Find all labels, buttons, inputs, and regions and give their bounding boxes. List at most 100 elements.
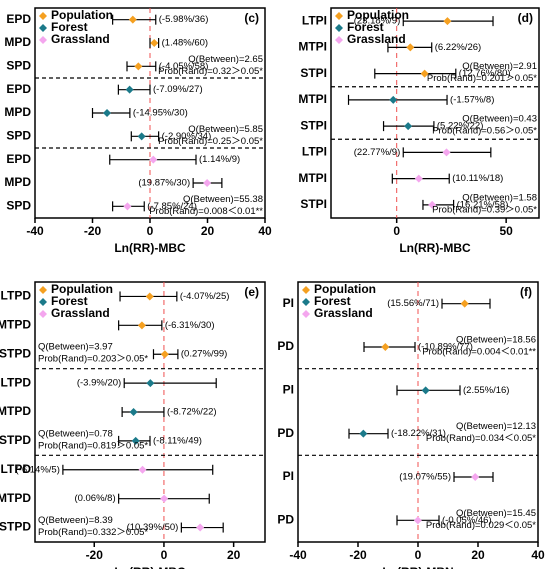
- value-label: (-7.85%/24): [147, 201, 197, 212]
- x-tick-label: 20: [201, 224, 215, 238]
- value-label: (-1.57%/8): [450, 94, 494, 105]
- point-estimate: [129, 408, 138, 416]
- q-between: Q(Between)=1.58: [462, 192, 537, 203]
- point-estimate: [131, 436, 140, 445]
- legend-label: Forest: [51, 20, 88, 34]
- category-label: PD: [277, 339, 294, 353]
- legend-label: Grassland: [314, 306, 373, 320]
- point-estimate: [149, 155, 158, 164]
- point-estimate: [406, 43, 415, 52]
- legend-marker: [302, 286, 310, 294]
- q-between: Q(Between)=2.91: [462, 61, 537, 72]
- value-label: (10.11%/18): [452, 173, 503, 184]
- point-estimate: [460, 299, 469, 308]
- plot-frame: [34, 281, 266, 543]
- category-label: STPD: [0, 346, 31, 360]
- panel-label: (c): [244, 11, 259, 25]
- x-tick-label: 20: [471, 548, 485, 562]
- point-estimate: [103, 109, 112, 117]
- value-label: (2.55%/16): [463, 385, 509, 396]
- q-between: Q(Between)=5.85: [188, 124, 263, 135]
- value-label: (19.87%/30): [138, 178, 190, 189]
- point-estimate: [128, 15, 137, 24]
- category-label: MPD: [4, 105, 31, 119]
- q-between: Q(Between)=15.45: [456, 508, 536, 519]
- point-estimate: [203, 179, 212, 187]
- legend-label: Population: [314, 282, 376, 296]
- point-estimate: [160, 350, 169, 359]
- legend-marker: [39, 310, 47, 318]
- point-estimate: [137, 321, 146, 330]
- category-label: LTPI: [302, 145, 327, 159]
- value-label: (-8.72%/22): [167, 407, 217, 418]
- category-label: STPI: [300, 197, 327, 211]
- x-tick-label: 40: [531, 548, 545, 562]
- x-tick-label: 0: [415, 548, 422, 562]
- prob-rand: Prob(Rand)=0.029＜0.05*: [426, 520, 536, 531]
- value-label: (-7.09%/27): [153, 84, 203, 95]
- value-label: (-18.22%/31): [391, 428, 446, 439]
- x-axis-label: Ln(RR)-MBN: [382, 565, 453, 569]
- category-label: SPD: [6, 59, 31, 73]
- x-tick-label: -40: [26, 224, 44, 238]
- point-estimate: [125, 85, 134, 94]
- point-estimate: [145, 292, 154, 301]
- legend-marker: [302, 298, 310, 306]
- prob-rand: Prob(Rand)=0.32＞0.05*: [158, 66, 263, 77]
- category-label: MTPD: [0, 404, 31, 418]
- point-estimate: [134, 62, 143, 71]
- q-between: Q(Between)=0.43: [462, 114, 537, 125]
- value-label: (0.27%/99): [181, 349, 227, 360]
- category-label: PI: [283, 383, 294, 397]
- value-label: (15.56%/71): [387, 298, 439, 309]
- value-label: (-3.9%/20): [77, 378, 121, 389]
- point-estimate: [160, 494, 169, 503]
- point-estimate: [196, 523, 205, 532]
- category-label: EPD: [6, 12, 31, 26]
- value-label: (-0.05%/46): [442, 515, 492, 526]
- value-label: (-5.98%/36): [159, 14, 209, 25]
- prob-rand: Prob(Rand)=0.004＜0.01**: [422, 347, 536, 358]
- point-estimate: [421, 386, 430, 395]
- legend-marker: [335, 12, 343, 20]
- category-label: LTPI: [302, 13, 327, 27]
- value-label: (-14.95%/30): [133, 108, 188, 119]
- legend-label: Population: [51, 282, 113, 296]
- point-estimate: [146, 379, 155, 388]
- legend-marker: [39, 286, 47, 294]
- legend-label: Grassland: [51, 306, 110, 320]
- value-label: (-8.11%/49): [153, 435, 202, 446]
- point-estimate: [443, 17, 452, 26]
- category-label: SPD: [6, 129, 31, 143]
- category-label: MTPD: [0, 318, 31, 332]
- prob-rand: Prob(Rand)=0.332＞0.05*: [38, 527, 148, 538]
- legend-label: Population: [347, 8, 409, 22]
- prob-rand: Prob(Rand)=0.034＜0.05*: [426, 433, 536, 444]
- point-estimate: [420, 69, 429, 78]
- x-tick-label: 40: [258, 224, 272, 238]
- category-label: MTPI: [298, 92, 327, 106]
- prob-rand: Prob(Rand)=0.56＞0.05*: [432, 126, 537, 137]
- x-tick-label: 0: [161, 548, 168, 562]
- point-estimate: [414, 174, 423, 183]
- x-tick-label: 20: [227, 548, 241, 562]
- category-label: SPD: [6, 199, 31, 213]
- value-label: (-4.05%/58): [159, 61, 209, 72]
- q-between: Q(Between)=55.38: [183, 194, 263, 205]
- value-label: (22.77%/9): [354, 147, 400, 158]
- point-estimate: [381, 343, 390, 351]
- category-label: PD: [277, 513, 294, 527]
- x-tick-label: -40: [289, 548, 307, 562]
- q-between: Q(Between)=2.65: [188, 54, 263, 65]
- value-label: (1.48%/60): [162, 38, 208, 49]
- value-label: (23.18%/9): [354, 16, 400, 27]
- legend-marker: [39, 24, 47, 32]
- legend-label: Forest: [314, 294, 351, 308]
- q-between: Q(Between)=0.78: [38, 428, 113, 439]
- x-axis-label: Ln(RR)-MBC: [114, 565, 186, 569]
- point-estimate: [413, 516, 422, 525]
- x-tick-label: 50: [499, 224, 513, 238]
- category-label: EPD: [6, 82, 31, 96]
- category-label: PI: [283, 469, 294, 483]
- value-label: (16.21%/58): [457, 199, 509, 210]
